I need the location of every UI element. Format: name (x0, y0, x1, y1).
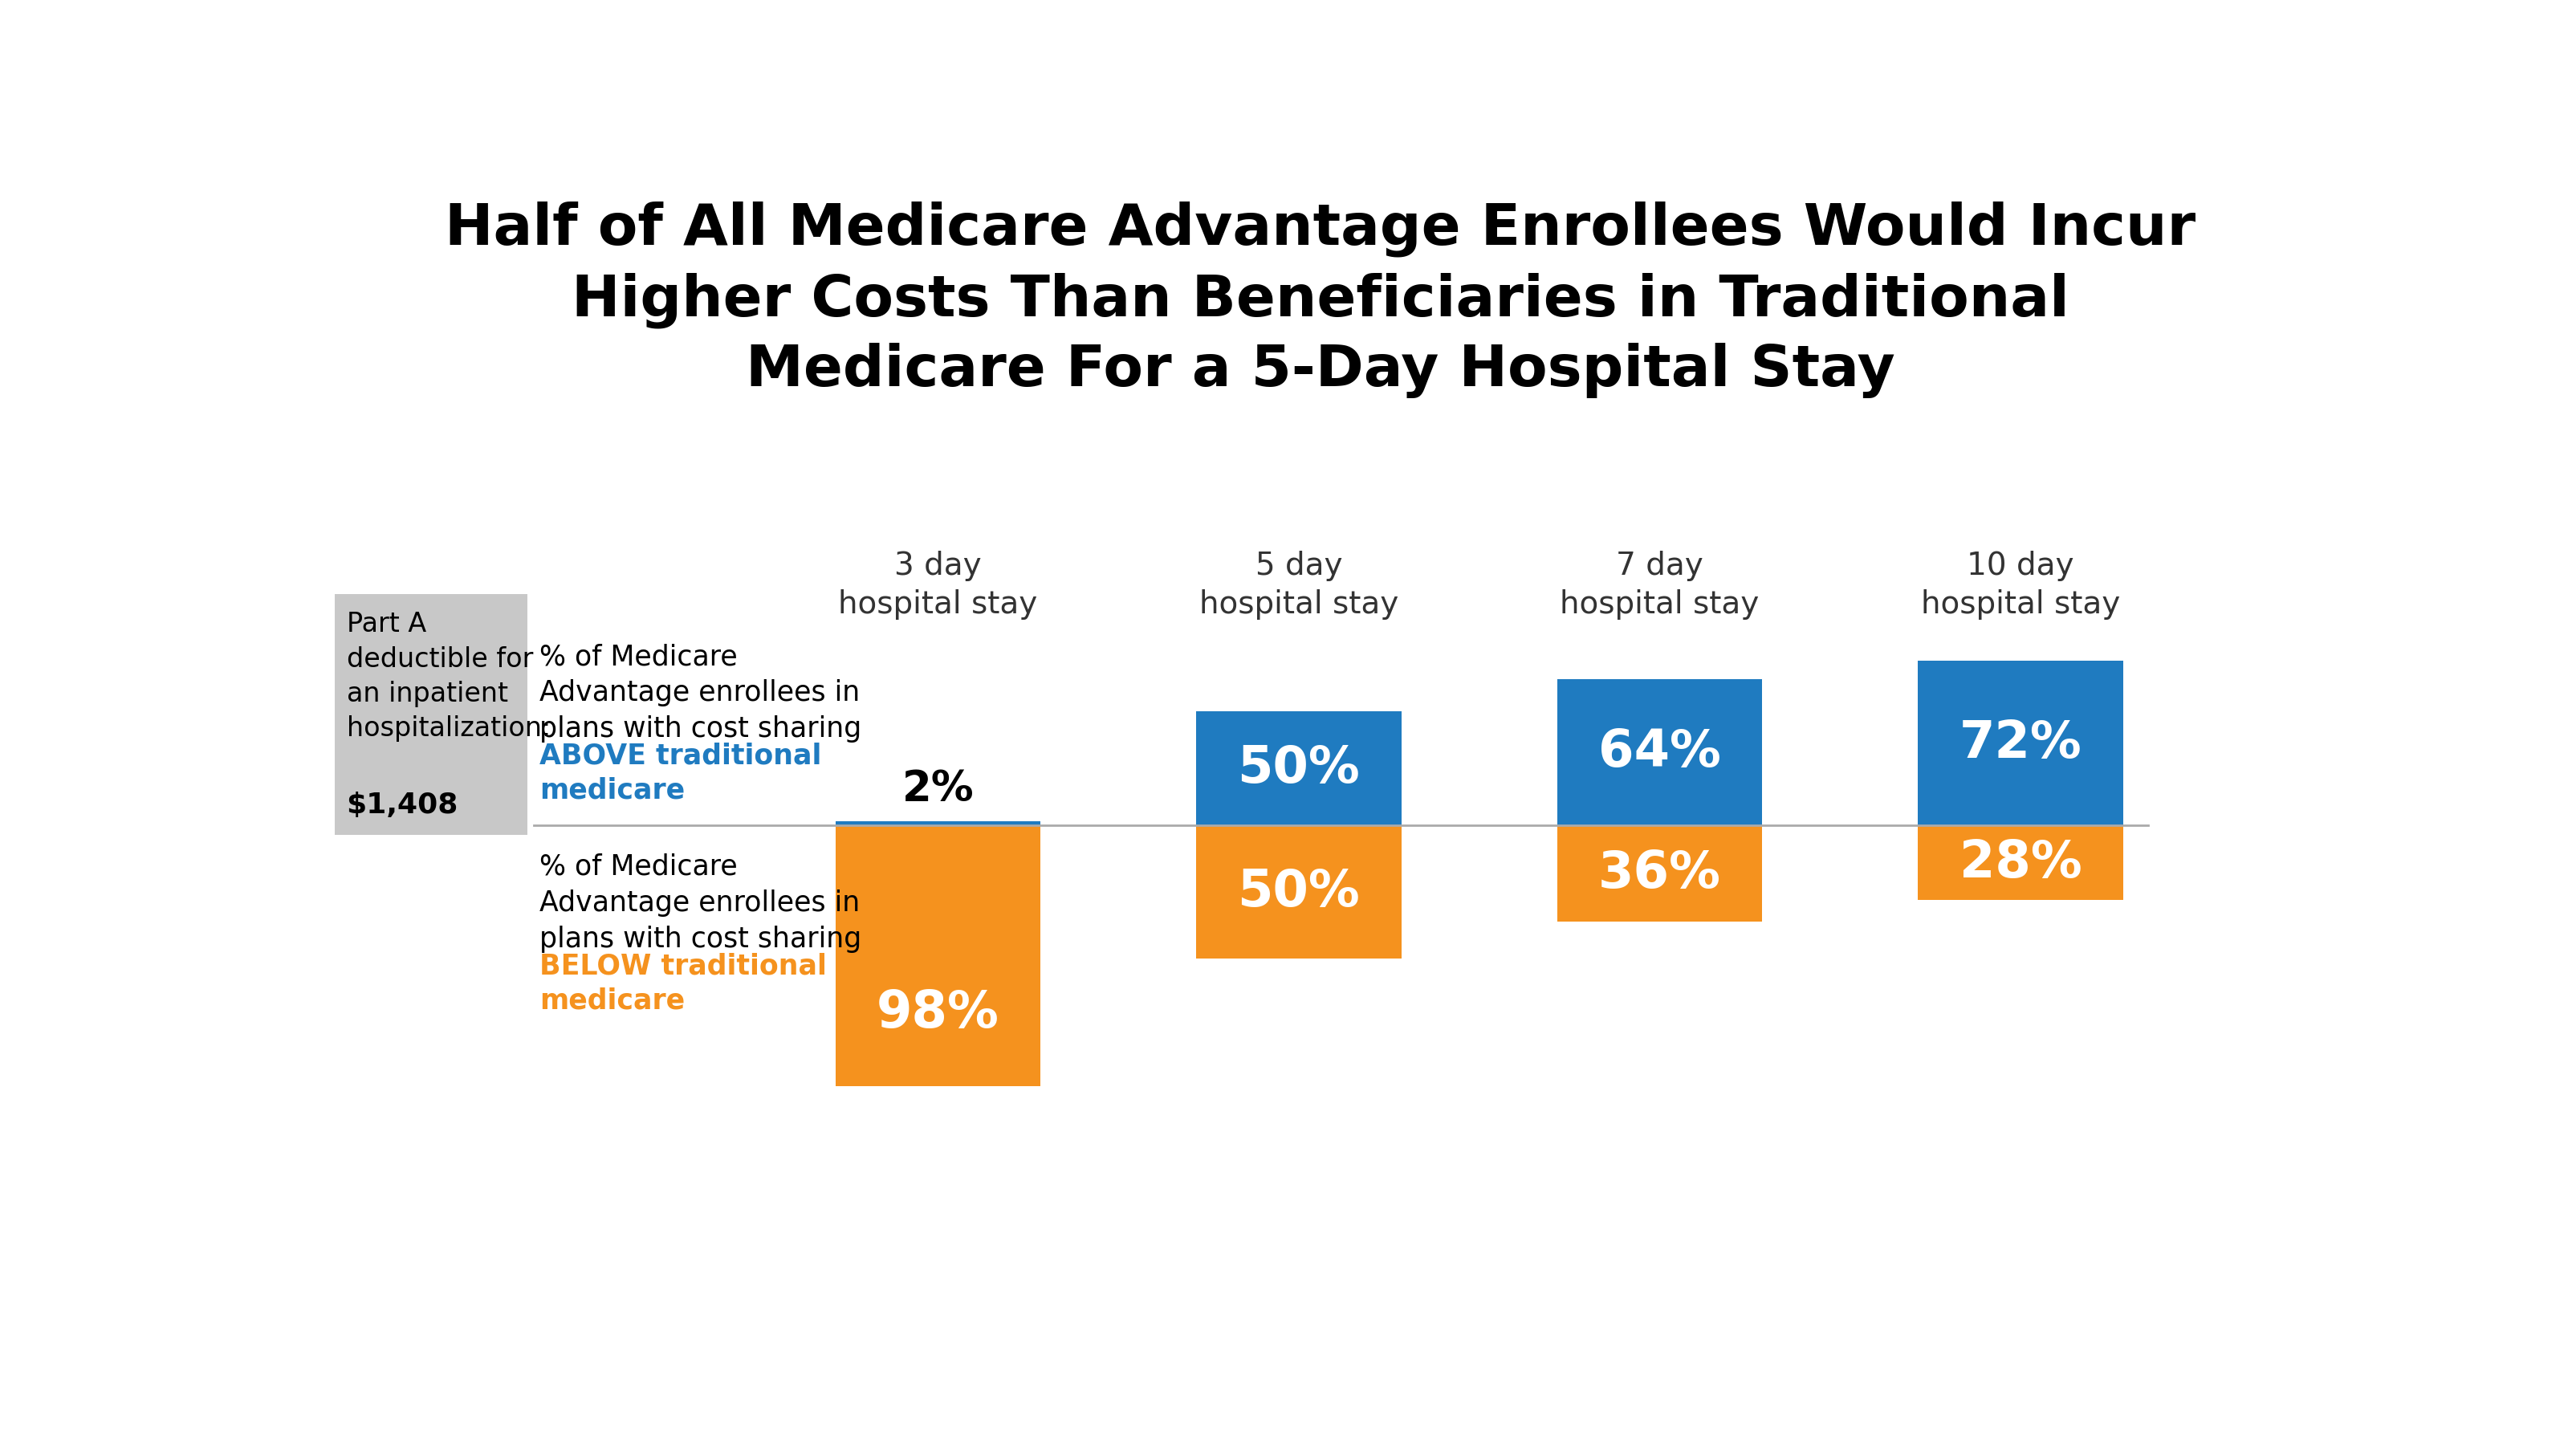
Text: 3 day
hospital stay: 3 day hospital stay (837, 551, 1038, 620)
Text: 36%: 36% (1597, 848, 1721, 899)
Text: 64%: 64% (1597, 727, 1721, 777)
Text: 28%: 28% (1960, 838, 2081, 887)
Bar (1917, 825, 2123, 900)
Bar (835, 821, 1041, 825)
Text: 72%: 72% (1960, 718, 2081, 769)
Text: % of Medicare
Advantage enrollees in
plans with cost sharing: % of Medicare Advantage enrollees in pla… (541, 854, 863, 952)
Text: 7 day
hospital stay: 7 day hospital stay (1561, 551, 1759, 620)
Text: Part A
deductible for
an inpatient
hospitalization:: Part A deductible for an inpatient hospi… (345, 611, 551, 743)
Bar (1556, 825, 1762, 922)
Text: Half of All Medicare Advantage Enrollees Would Incur
Higher Costs Than Beneficia: Half of All Medicare Advantage Enrollees… (446, 201, 2195, 399)
Text: % of Medicare
Advantage enrollees in
plans with cost sharing: % of Medicare Advantage enrollees in pla… (541, 643, 863, 743)
Text: 98%: 98% (876, 988, 999, 1038)
Bar (335, 594, 528, 835)
Text: 2%: 2% (902, 769, 974, 809)
Text: BELOW traditional
medicare: BELOW traditional medicare (541, 952, 827, 1014)
Text: ABOVE traditional
medicare: ABOVE traditional medicare (541, 743, 822, 805)
Text: 50%: 50% (1236, 867, 1360, 918)
Text: 50%: 50% (1236, 744, 1360, 793)
Text: $1,408: $1,408 (345, 792, 459, 819)
Text: 10 day
hospital stay: 10 day hospital stay (1922, 551, 2120, 620)
Text: 5 day
hospital stay: 5 day hospital stay (1198, 551, 1399, 620)
